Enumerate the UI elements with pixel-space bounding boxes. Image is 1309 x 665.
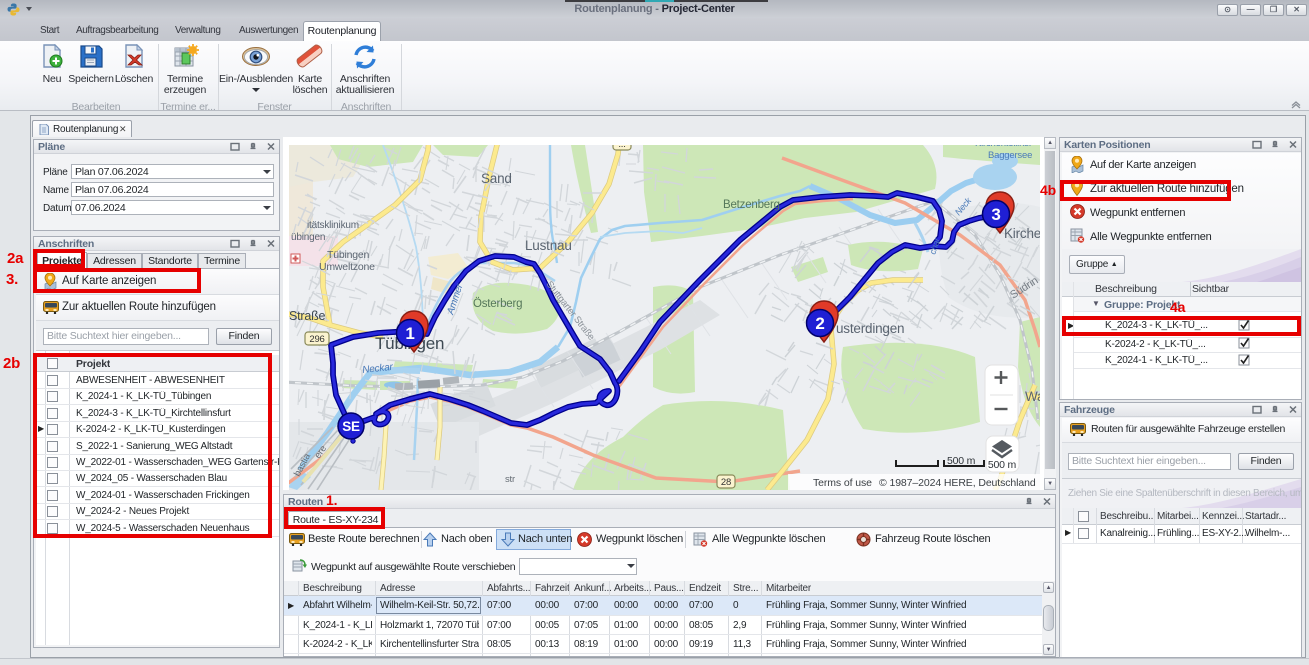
svg-text:Betzenberg: Betzenberg [723, 199, 780, 211]
svg-text:3: 3 [991, 205, 1000, 224]
svg-text:...: ... [618, 139, 625, 150]
svg-text:Umweltzone: Umweltzone [319, 261, 375, 273]
svg-text:1: 1 [405, 324, 414, 343]
svg-text:übingen: übingen [291, 232, 325, 243]
svg-text:Tübingen: Tübingen [327, 249, 370, 261]
svg-text:Terms of use: Terms of use [813, 477, 872, 489]
svg-text:str: str [505, 474, 515, 485]
svg-text:Neck: Neck [953, 195, 974, 217]
svg-text:© 1987–2024 HERE, Deutschland: © 1987–2024 HERE, Deutschland [879, 477, 1036, 489]
svg-text:500 m: 500 m [947, 455, 976, 467]
svg-text:usterdingen: usterdingen [836, 321, 904, 336]
svg-text:itätsklinikum: itätsklinikum [307, 220, 359, 231]
svg-text:296: 296 [309, 334, 324, 345]
svg-text:500 m: 500 m [988, 459, 1017, 471]
svg-text:Österberg: Österberg [473, 298, 522, 310]
svg-text:28: 28 [721, 477, 731, 488]
svg-text:Wankh: Wankh [1025, 389, 1046, 404]
svg-text:Baggersee: Baggersee [988, 150, 1032, 161]
svg-text:Neckar: Neckar [362, 362, 394, 376]
svg-text:Lustnau: Lustnau [525, 238, 572, 253]
svg-text:Kirchentellinsf: Kirchentellinsf [975, 138, 1032, 149]
svg-text:SE: SE [342, 419, 360, 434]
svg-text:Südrin: Südrin [1008, 275, 1040, 302]
svg-text:2: 2 [815, 314, 824, 333]
svg-text:bastia: bastia [292, 451, 313, 478]
svg-text:ere: ere [312, 444, 329, 461]
svg-text:Sand: Sand [481, 171, 512, 186]
svg-text:Straße: Straße [289, 309, 326, 323]
svg-text:Kirchente: Kirchente [1004, 226, 1046, 241]
